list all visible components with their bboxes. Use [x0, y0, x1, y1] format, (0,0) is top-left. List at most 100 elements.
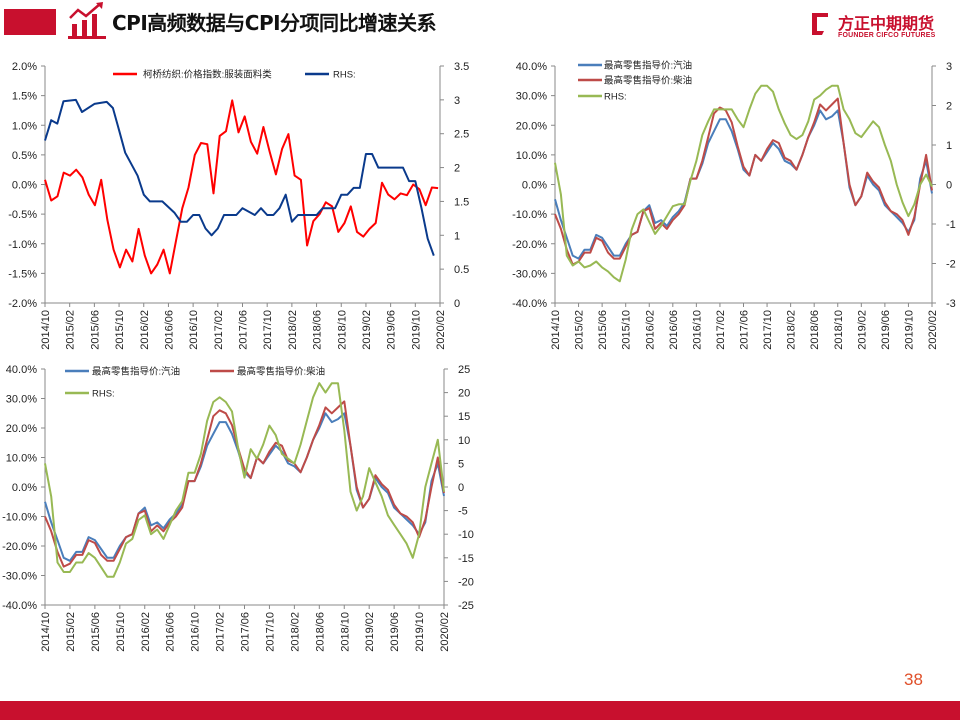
left-tick-label: 0.0% [12, 180, 37, 192]
x-tick-label: 2016/10 [188, 310, 200, 350]
right-tick-label: -3 [946, 298, 956, 310]
left-tick-label: -1.0% [8, 239, 37, 251]
left-tick-label: 1.0% [12, 120, 37, 132]
right-tick-label: -25 [458, 600, 474, 612]
left-tick-label: -40.0% [512, 298, 547, 310]
series-line-1 [44, 99, 439, 275]
x-tick-label: 2015/02 [65, 612, 77, 652]
right-tick-label: 25 [458, 364, 470, 376]
x-tick-label: 2017/02 [213, 310, 225, 350]
legend-label: 最高零售指导价:柴油 [237, 366, 325, 378]
series-line-2 [554, 97, 933, 266]
x-tick-label: 2015/06 [90, 612, 102, 652]
x-tick-label: 2016/06 [668, 310, 680, 350]
right-tick-label: 10 [458, 435, 470, 447]
x-tick-label: 2019/02 [856, 310, 868, 350]
x-tick-label: 2018/06 [314, 612, 326, 652]
logo-text-cn: 方正中期期货 [838, 14, 935, 33]
right-tick-label: -5 [458, 506, 468, 518]
x-tick-label: 2019/06 [389, 612, 401, 652]
x-tick-label: 2020/02 [927, 310, 939, 350]
x-tick-label: 2016/06 [165, 612, 177, 652]
right-tick-label: -20 [458, 576, 474, 588]
right-tick-label: -10 [458, 529, 474, 541]
right-tick-label: 2 [454, 163, 460, 175]
x-tick-label: 2017/06 [240, 612, 252, 652]
x-tick-label: 2017/06 [238, 310, 250, 350]
x-tick-label: 2016/10 [190, 612, 202, 652]
right-tick-label: -15 [458, 553, 474, 565]
x-tick-label: 2019/02 [364, 612, 376, 652]
left-tick-label: -2.0% [8, 298, 37, 310]
left-tick-label: 0.0% [522, 180, 547, 192]
x-tick-label: 2014/10 [40, 310, 52, 350]
x-tick-label: 2016/02 [644, 310, 656, 350]
left-tick-label: -10.0% [2, 512, 37, 524]
x-tick-label: 2017/02 [215, 612, 227, 652]
x-tick-label: 2015/10 [115, 612, 127, 652]
left-tick-label: -30.0% [512, 268, 547, 280]
growth-chart-icon [68, 2, 106, 39]
legend-label: 最高零售指导价:柴油 [604, 75, 692, 87]
left-tick-label: 30.0% [6, 394, 37, 406]
logo-text-en: FOUNDER CIFCO FUTURES [838, 32, 936, 39]
left-tick-label: -10.0% [512, 209, 547, 221]
chart-3: 40.0% 30.0% 20.0% 10.0% 0.0% -10.0% -20.0% -30.… [2, 364, 474, 652]
left-tick-label: -30.0% [2, 571, 37, 583]
x-tick-label: 2017/10 [762, 310, 774, 350]
x-tick-label: 2018/06 [809, 310, 821, 350]
x-tick-label: 2015/02 [574, 310, 586, 350]
header-accent-block [4, 9, 56, 35]
right-tick-label: -1 [946, 219, 956, 231]
x-tick-label: 2016/10 [691, 310, 703, 350]
series-line-1 [554, 109, 933, 260]
right-tick-label: 1 [454, 230, 460, 242]
x-tick-label: 2018/02 [786, 310, 798, 350]
chart-1: 2.0% 1.5% 1.0% 0.5% 0.0% -0.5% -1.0% -1.5% -2.0%… [8, 61, 469, 350]
series-line-3 [554, 84, 933, 283]
logo-mark-icon [812, 13, 828, 35]
x-tick-label: 2018/06 [312, 310, 324, 350]
right-tick-label: 1 [946, 140, 952, 152]
x-tick-label: 2017/10 [264, 612, 276, 652]
right-tick-label: 0 [946, 180, 952, 192]
x-tick-label: 2015/10 [621, 310, 633, 350]
x-tick-label: 2019/10 [414, 612, 426, 652]
left-tick-label: -0.5% [8, 209, 37, 221]
left-tick-label: -1.5% [8, 268, 37, 280]
left-tick-label: 40.0% [516, 61, 547, 73]
series-line-1 [44, 412, 445, 562]
left-tick-label: 0.5% [12, 150, 37, 162]
legend-label: 最高零售指导价:汽油 [92, 366, 180, 378]
x-tick-label: 2016/06 [163, 310, 175, 350]
right-tick-label: 3.5 [454, 61, 469, 73]
left-tick-label: 0.0% [12, 482, 37, 494]
legend-label: RHS: [604, 92, 627, 103]
left-tick-label: 30.0% [516, 91, 547, 103]
x-tick-label: 2019/06 [386, 310, 398, 350]
legend-label: 最高零售指导价:汽油 [604, 60, 692, 72]
left-tick-label: 10.0% [6, 453, 37, 465]
right-tick-label: 2 [946, 101, 952, 113]
x-tick-label: 2014/10 [550, 310, 562, 350]
page-title: CPI高频数据与CPI分项同比增速关系 [112, 11, 437, 35]
legend-label: RHS: [92, 389, 115, 400]
left-tick-label: -20.0% [512, 239, 547, 251]
x-tick-label: 2014/10 [40, 612, 52, 652]
company-logo: 方正中期期货 FOUNDER CIFCO FUTURES [810, 8, 950, 42]
left-tick-label: 10.0% [516, 150, 547, 162]
right-tick-label: 0.5 [454, 264, 469, 276]
x-tick-label: 2018/02 [287, 310, 299, 350]
x-tick-label: 2017/02 [715, 310, 727, 350]
right-tick-label: 15 [458, 411, 470, 423]
chart-2: 40.0% 30.0% 20.0% 10.0% 0.0% -10.0% -20.0% -30.… [512, 60, 956, 350]
right-tick-label: 0 [454, 298, 460, 310]
x-tick-label: 2016/02 [140, 612, 152, 652]
right-tick-label: 3 [946, 61, 952, 73]
x-tick-label: 2017/10 [262, 310, 274, 350]
left-tick-label: -40.0% [2, 600, 37, 612]
x-tick-label: 2015/06 [89, 310, 101, 350]
x-tick-label: 2018/02 [289, 612, 301, 652]
x-tick-label: 2018/10 [833, 310, 845, 350]
x-tick-label: 2018/10 [339, 612, 351, 652]
